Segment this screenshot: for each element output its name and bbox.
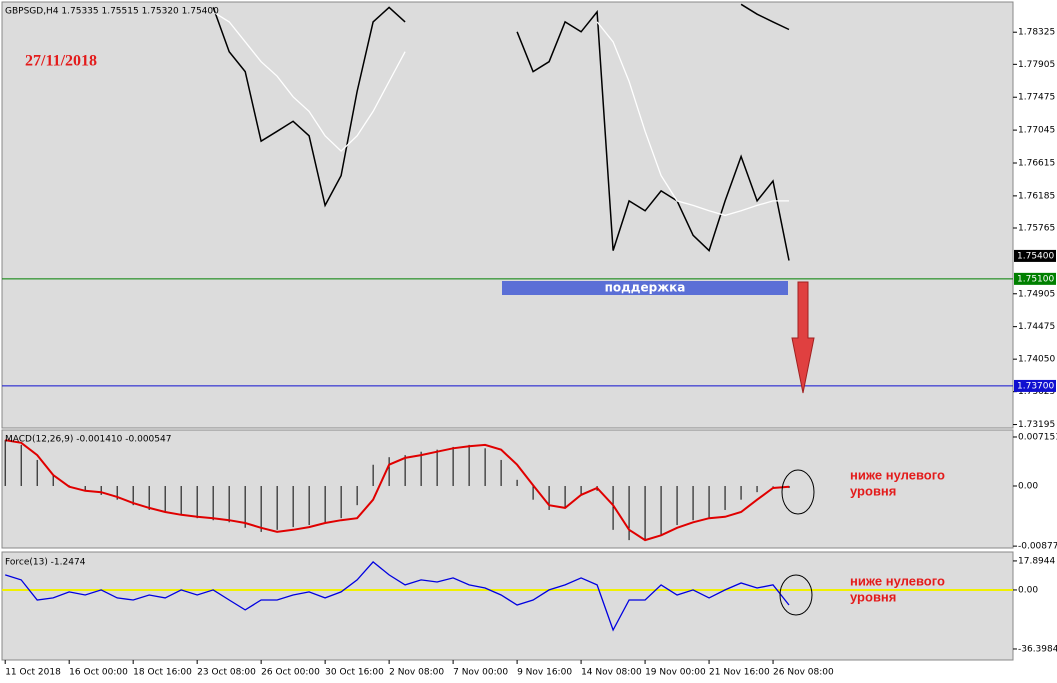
x-tick-label: 26 Nov 08:00 [773, 668, 834, 678]
y-tick-label: 1.74475 [1018, 322, 1055, 332]
x-tick-label: 7 Nov 00:00 [453, 668, 508, 678]
symbol-header: GBPSGD,H4 1.75335 1.75515 1.75320 1.7540… [5, 7, 219, 17]
y-tick-label: 1.77045 [1018, 126, 1055, 136]
support-zone [502, 281, 788, 295]
y-tick-label: 0.00 [1018, 585, 1038, 595]
macd-note: ниже нулевого [850, 467, 945, 482]
down-arrow [791, 281, 815, 394]
y-tick-label: 1.78325 [1018, 28, 1055, 38]
date-annotation: 27/11/2018 [25, 53, 97, 70]
y-tick-label: 1.75765 [1018, 224, 1055, 234]
x-tick-label: 2 Nov 08:00 [389, 668, 444, 678]
x-tick-label: 9 Nov 16:00 [517, 668, 572, 678]
series-line [5, 561, 790, 632]
series-line [212, 6, 790, 261]
level-label: 1.73700 [1017, 381, 1054, 391]
y-tick-label: 0.00 [1018, 481, 1038, 491]
y-tick-label: 1.73195 [1018, 420, 1055, 430]
price-label: 1.75400 [1017, 251, 1054, 261]
circle-marker [781, 469, 815, 515]
x-tick-label: 21 Nov 16:00 [709, 668, 770, 678]
x-tick-label: 23 Oct 08:00 [197, 668, 256, 678]
y-tick-label: 1.74050 [1018, 355, 1055, 365]
price-tag [1014, 249, 1056, 262]
macd-note: уровня [850, 483, 896, 498]
level-label: 1.75100 [1017, 274, 1054, 284]
y-tick-label: 1.74905 [1018, 289, 1055, 299]
macd-panel [1, 429, 1014, 549]
y-tick-label: -0.008776 [1018, 542, 1057, 552]
y-tick-label: 1.77905 [1018, 60, 1055, 70]
force-title: Force(13) -1.2474 [5, 558, 86, 568]
level-tag [1014, 379, 1056, 392]
force-panel [1, 551, 1014, 661]
series-line [740, 3, 790, 31]
y-tick-label: 17.8944 [1018, 556, 1055, 566]
y-tick-label: 1.76185 [1018, 191, 1055, 201]
series-line [212, 11, 789, 217]
y-tick-label: -36.3984 [1018, 644, 1057, 654]
x-tick-label: 19 Nov 00:00 [645, 668, 706, 678]
x-tick-label: 16 Oct 00:00 [69, 668, 128, 678]
y-tick-label: 1.73625 [1018, 387, 1055, 397]
x-tick-label: 30 Oct 16:00 [325, 668, 384, 678]
x-tick-label: 11 Oct 2018 [5, 668, 61, 678]
support-label: поддержка [605, 281, 686, 295]
circle-marker [779, 574, 813, 616]
x-tick-label: 14 Nov 08:00 [581, 668, 642, 678]
y-tick-label: 0.007151 [1018, 432, 1057, 442]
x-tick-label: 18 Oct 16:00 [133, 668, 192, 678]
level-tag [1014, 272, 1056, 285]
macd-title: MACD(12,26,9) -0.001410 -0.000547 [5, 435, 171, 445]
x-tick-label: 26 Oct 00:00 [261, 668, 320, 678]
y-tick-label: 1.77475 [1018, 93, 1055, 103]
series-line [5, 439, 790, 542]
price-panel [1, 1, 1014, 429]
y-tick-label: 1.76615 [1018, 158, 1055, 168]
force-note: уровня [850, 589, 896, 604]
force-note: ниже нулевого [850, 573, 945, 588]
